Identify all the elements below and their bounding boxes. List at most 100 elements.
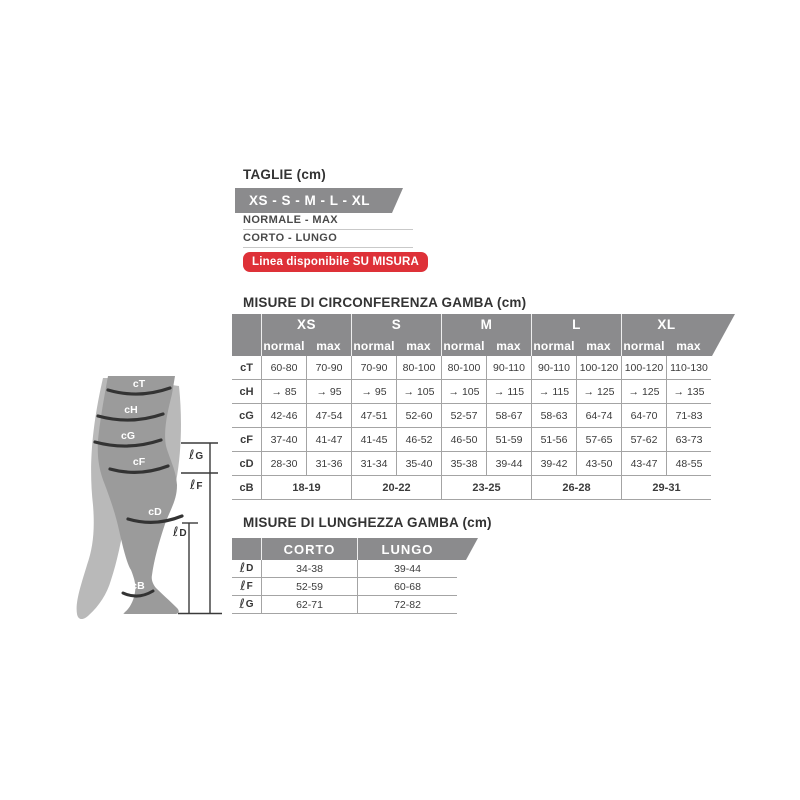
circumference-cb-row: cB 18-19 20-22 23-25 26-28 29-31: [232, 476, 711, 500]
table-cell: 58-67: [486, 404, 531, 428]
spacer-cell: [232, 538, 261, 560]
variant-corto-lungo: CORTO - LUNGO: [243, 232, 338, 244]
table-cell: 43-50: [576, 452, 621, 476]
table-cell: 42-46: [261, 404, 306, 428]
subheader-max: max: [316, 338, 341, 353]
band-label-cB: cB: [131, 580, 145, 592]
sizes-banner: XS - S - M - L - XL: [235, 188, 403, 213]
table-cell: 41-47: [306, 428, 351, 452]
table-cell: 39-44: [357, 560, 457, 578]
band-label-cG: cG: [121, 430, 135, 442]
table-cell: 51-59: [486, 428, 531, 452]
row-label-cF: cF: [232, 428, 261, 452]
size-header-l: L: [531, 314, 621, 335]
table-cell: 57-65: [576, 428, 621, 452]
table-cell: 100-120: [576, 356, 621, 380]
table-cell-merged: 23-25: [441, 476, 531, 500]
size-header-xl: XL: [621, 314, 711, 335]
leg-front-shape: [97, 376, 179, 614]
table-cell: 64-74: [576, 404, 621, 428]
ell-symbol: ℓ: [239, 597, 245, 612]
spacer-cell: [232, 335, 261, 356]
band-cF-arc: [108, 464, 170, 474]
row-label-cT: cT: [232, 356, 261, 380]
circumference-header-bg: [232, 314, 735, 356]
variant-normale-max: NORMALE - MAX: [243, 214, 339, 226]
table-cell: 90-110: [486, 356, 531, 380]
divider: [243, 247, 413, 248]
subheader-max: max: [496, 338, 521, 353]
table-cell: 37-40: [261, 428, 306, 452]
table-cell: 47-51: [351, 404, 396, 428]
table-cell: → 105: [396, 380, 441, 404]
length-lines: [178, 442, 222, 615]
row-label-cB: cB: [232, 476, 261, 500]
table-cell: → 95: [306, 380, 351, 404]
table-cell: 35-38: [441, 452, 486, 476]
length-table-title: MISURE DI LUNGHEZZA GAMBA (cm): [243, 515, 492, 530]
table-cell: 63-73: [666, 428, 711, 452]
ell-letter: F: [246, 581, 253, 592]
length-label-lG: ℓG: [188, 448, 203, 463]
table-cell: 43-47: [621, 452, 666, 476]
table-cell: 34-38: [261, 560, 357, 578]
table-cell: → 115: [531, 380, 576, 404]
length-header-bg: [232, 538, 478, 560]
table-cell: 46-50: [441, 428, 486, 452]
table-cell: 60-80: [261, 356, 306, 380]
subheader-normal: normal: [531, 335, 576, 356]
table-cell: 58-63: [531, 404, 576, 428]
table-cell: 64-70: [621, 404, 666, 428]
row-label-cG: cG: [232, 404, 261, 428]
table-cell: 71-83: [666, 404, 711, 428]
ell-symbol: ℓ: [239, 561, 246, 576]
subheader-normal: normal: [441, 335, 486, 356]
band-label-cF: cF: [133, 456, 146, 468]
table-cell: 52-57: [441, 404, 486, 428]
table-cell: 41-45: [351, 428, 396, 452]
divider: [243, 229, 413, 230]
band-label-cD: cD: [148, 506, 162, 518]
band-cG-arc: [93, 438, 163, 448]
subheader-max: max: [676, 338, 701, 353]
length-col-lungo: LUNGO: [357, 538, 457, 560]
su-misura-badge: Linea disponibile SU MISURA: [243, 252, 429, 272]
table-cell: 52-59: [261, 578, 357, 596]
table-cell: → 135: [666, 380, 711, 404]
table-cell: 48-55: [666, 452, 711, 476]
table-cell: → 95: [351, 380, 396, 404]
ell-letter: G: [245, 599, 254, 610]
subheader-max: max: [406, 338, 431, 353]
table-cell: 60-68: [357, 578, 457, 596]
table-cell: 80-100: [441, 356, 486, 380]
spacer-cell: [232, 314, 261, 335]
table-cell: 80-100: [396, 356, 441, 380]
table-cell: 51-56: [531, 428, 576, 452]
circumference-size-header-row: XS S M L XL: [232, 314, 711, 335]
band-label-cT: cT: [133, 378, 146, 390]
table-cell-merged: 26-28: [531, 476, 621, 500]
leg-measurement-diagram: cT cH cG cF cD cB ℓG ℓF ℓD: [76, 376, 222, 620]
taglie-title: TAGLIE (cm): [243, 167, 326, 182]
table-cell: → 125: [621, 380, 666, 404]
table-cell-merged: 29-31: [621, 476, 711, 500]
table-cell: 28-30: [261, 452, 306, 476]
length-col-corto: CORTO: [261, 538, 357, 560]
table-cell: 70-90: [306, 356, 351, 380]
table-cell: 35-40: [396, 452, 441, 476]
circumference-table-body: cT 60-80 70-90 70-90 80-100 80-100 90-110 90-11…: [232, 356, 711, 476]
table-cell: 110-130: [666, 356, 711, 380]
size-header-xs: XS: [261, 314, 351, 335]
circumference-table-title: MISURE DI CIRCONFERENZA GAMBA (cm): [243, 295, 527, 310]
table-cell-merged: 18-19: [261, 476, 351, 500]
table-cell: → 105: [441, 380, 486, 404]
table-cell: → 125: [576, 380, 621, 404]
table-cell: 39-42: [531, 452, 576, 476]
table-cell: → 115: [486, 380, 531, 404]
table-cell: 46-52: [396, 428, 441, 452]
row-label-cH: cH: [232, 380, 261, 404]
